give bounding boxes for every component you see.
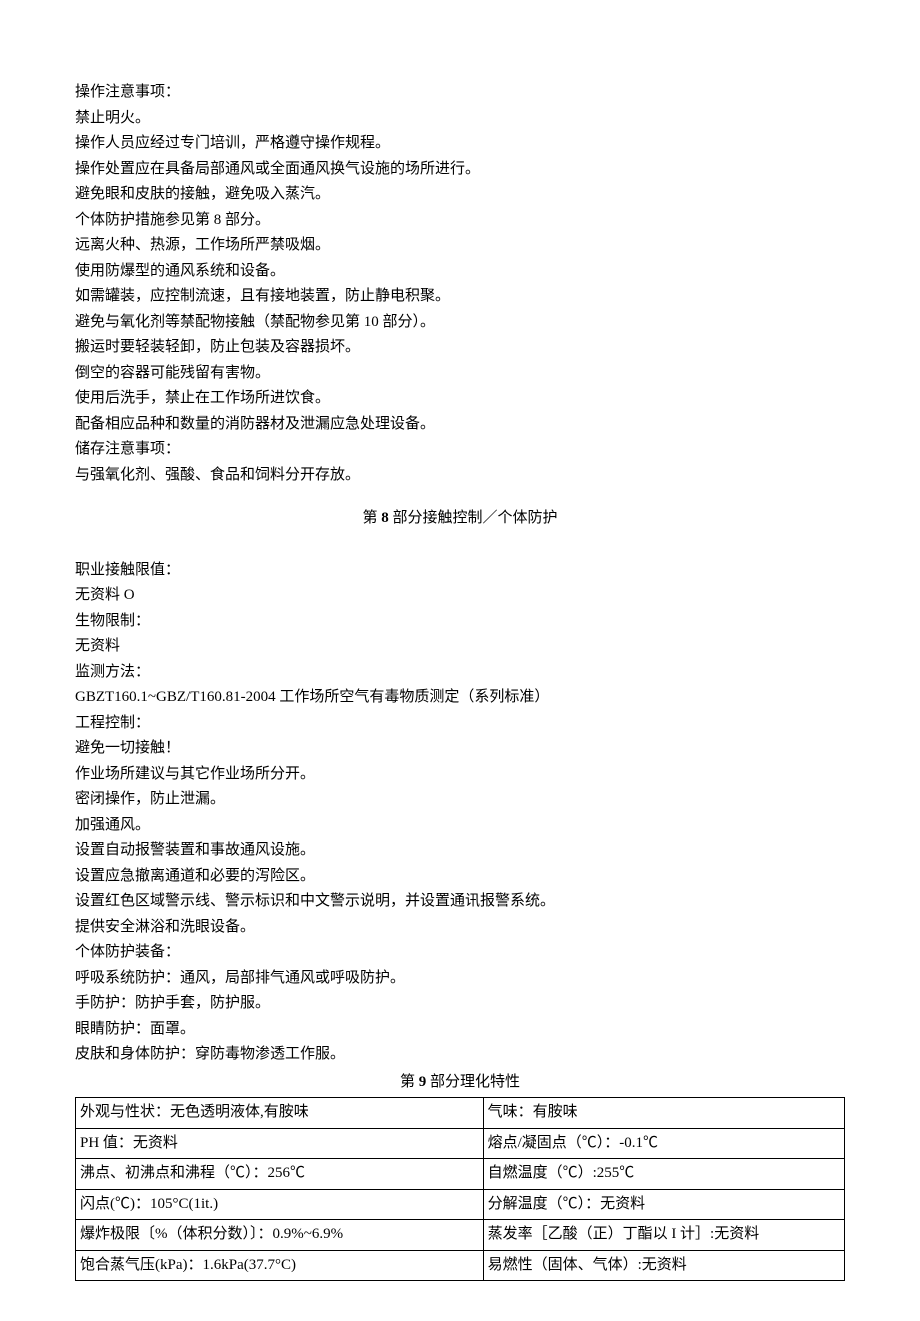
text-line: 作业场所建议与其它作业场所分开。 <box>75 762 845 788</box>
table-row: 饱合蒸气压(kPa)：1.6kPa(37.7°C) 易燃性（固体、气体）:无资料 <box>76 1250 845 1281</box>
text-line: 搬运时要轻装轻卸，防止包装及容器损坏。 <box>75 335 845 361</box>
section8-title: 第 8 部分接触控制／个体防护 <box>75 506 845 532</box>
text-line: 提供安全淋浴和洗眼设备。 <box>75 915 845 941</box>
text-line: 避免一切接触！ <box>75 736 845 762</box>
text-line: 监测方法： <box>75 660 845 686</box>
table-row: PH 值：无资料 熔点/凝固点（℃）：-0.1℃ <box>76 1128 845 1159</box>
table-cell: PH 值：无资料 <box>76 1128 484 1159</box>
title-num: 8 <box>381 510 389 526</box>
section9-title: 第 9 部分理化特性 <box>75 1070 845 1096</box>
table-cell: 自燃温度（℃）:255℃ <box>483 1159 844 1190</box>
table-cell: 沸点、初沸点和沸程（℃）：256℃ <box>76 1159 484 1190</box>
text-line: GBZT160.1~GBZ/T160.81-2004 工作场所空气有毒物质测定（… <box>75 685 845 711</box>
table-row: 外观与性状：无色透明液体,有胺味 气味：有胺味 <box>76 1098 845 1129</box>
text-line: 手防护：防护手套，防护服。 <box>75 991 845 1017</box>
title-suffix: 部分接触控制／个体防护 <box>389 510 558 526</box>
table-cell: 爆炸极限〔%（体积分数）〕：0.9%~6.9% <box>76 1220 484 1251</box>
table-cell: 闪点(℃)：105°C(1it.) <box>76 1189 484 1220</box>
text-line: 密闭操作，防止泄漏。 <box>75 787 845 813</box>
table-cell: 分解温度（℃）：无资料 <box>483 1189 844 1220</box>
text-line: 设置红色区域警示线、警示标识和中文警示说明，并设置通讯报警系统。 <box>75 889 845 915</box>
table-cell: 熔点/凝固点（℃）：-0.1℃ <box>483 1128 844 1159</box>
text-line: 无资料 O <box>75 583 845 609</box>
text-line: 职业接触限值： <box>75 558 845 584</box>
text-line: 个体防护装备： <box>75 940 845 966</box>
text-line: 配备相应品种和数量的消防器材及泄漏应急处理设备。 <box>75 412 845 438</box>
text-line: 操作处置应在具备局部通风或全面通风换气设施的场所进行。 <box>75 157 845 183</box>
text-line: 避免与氧化剂等禁配物接触（禁配物参见第 10 部分）。 <box>75 310 845 336</box>
text-line: 设置自动报警装置和事故通风设施。 <box>75 838 845 864</box>
title-suffix: 部分理化特性 <box>426 1074 520 1090</box>
text-line: 无资料 <box>75 634 845 660</box>
text-line: 呼吸系统防护：通风，局部排气通风或呼吸防护。 <box>75 966 845 992</box>
text-line: 设置应急撤离通道和必要的泻险区。 <box>75 864 845 890</box>
table-cell: 外观与性状：无色透明液体,有胺味 <box>76 1098 484 1129</box>
properties-table: 外观与性状：无色透明液体,有胺味 气味：有胺味 PH 值：无资料 熔点/凝固点（… <box>75 1097 845 1281</box>
table-row: 沸点、初沸点和沸程（℃）：256℃ 自燃温度（℃）:255℃ <box>76 1159 845 1190</box>
text-line: 使用防爆型的通风系统和设备。 <box>75 259 845 285</box>
text-line: 个体防护措施参见第 8 部分。 <box>75 208 845 234</box>
table-cell: 易燃性（固体、气体）:无资料 <box>483 1250 844 1281</box>
text-line: 远离火种、热源，工作场所严禁吸烟。 <box>75 233 845 259</box>
text-line: 工程控制： <box>75 711 845 737</box>
text-line: 禁止明火。 <box>75 106 845 132</box>
text-line: 操作注意事项： <box>75 80 845 106</box>
text-line: 使用后洗手，禁止在工作场所进饮食。 <box>75 386 845 412</box>
text-line: 倒空的容器可能残留有害物。 <box>75 361 845 387</box>
section8-block: 职业接触限值： 无资料 O 生物限制： 无资料 监测方法： GBZT160.1~… <box>75 558 845 1068</box>
table-row: 爆炸极限〔%（体积分数）〕：0.9%~6.9% 蒸发率［乙酸（正）丁酯以 I 计… <box>76 1220 845 1251</box>
section7-block: 操作注意事项： 禁止明火。 操作人员应经过专门培训，严格遵守操作规程。 操作处置… <box>75 80 845 488</box>
text-line: 眼睛防护：面罩。 <box>75 1017 845 1043</box>
title-prefix: 第 <box>362 510 381 526</box>
text-line: 与强氧化剂、强酸、食品和饲料分开存放。 <box>75 463 845 489</box>
text-line: 如需罐装，应控制流速，且有接地装置，防止静电积聚。 <box>75 284 845 310</box>
spacer <box>75 540 845 558</box>
text-line: 加强通风。 <box>75 813 845 839</box>
text-line: 皮肤和身体防护：穿防毒物渗透工作服。 <box>75 1042 845 1068</box>
table-cell: 气味：有胺味 <box>483 1098 844 1129</box>
table-row: 闪点(℃)：105°C(1it.) 分解温度（℃）：无资料 <box>76 1189 845 1220</box>
text-line: 储存注意事项： <box>75 437 845 463</box>
text-line: 生物限制： <box>75 609 845 635</box>
title-prefix: 第 <box>400 1074 419 1090</box>
table-cell: 饱合蒸气压(kPa)：1.6kPa(37.7°C) <box>76 1250 484 1281</box>
table-cell: 蒸发率［乙酸（正）丁酯以 I 计］:无资料 <box>483 1220 844 1251</box>
text-line: 避免眼和皮肤的接触，避免吸入蒸汽。 <box>75 182 845 208</box>
text-line: 操作人员应经过专门培训，严格遵守操作规程。 <box>75 131 845 157</box>
